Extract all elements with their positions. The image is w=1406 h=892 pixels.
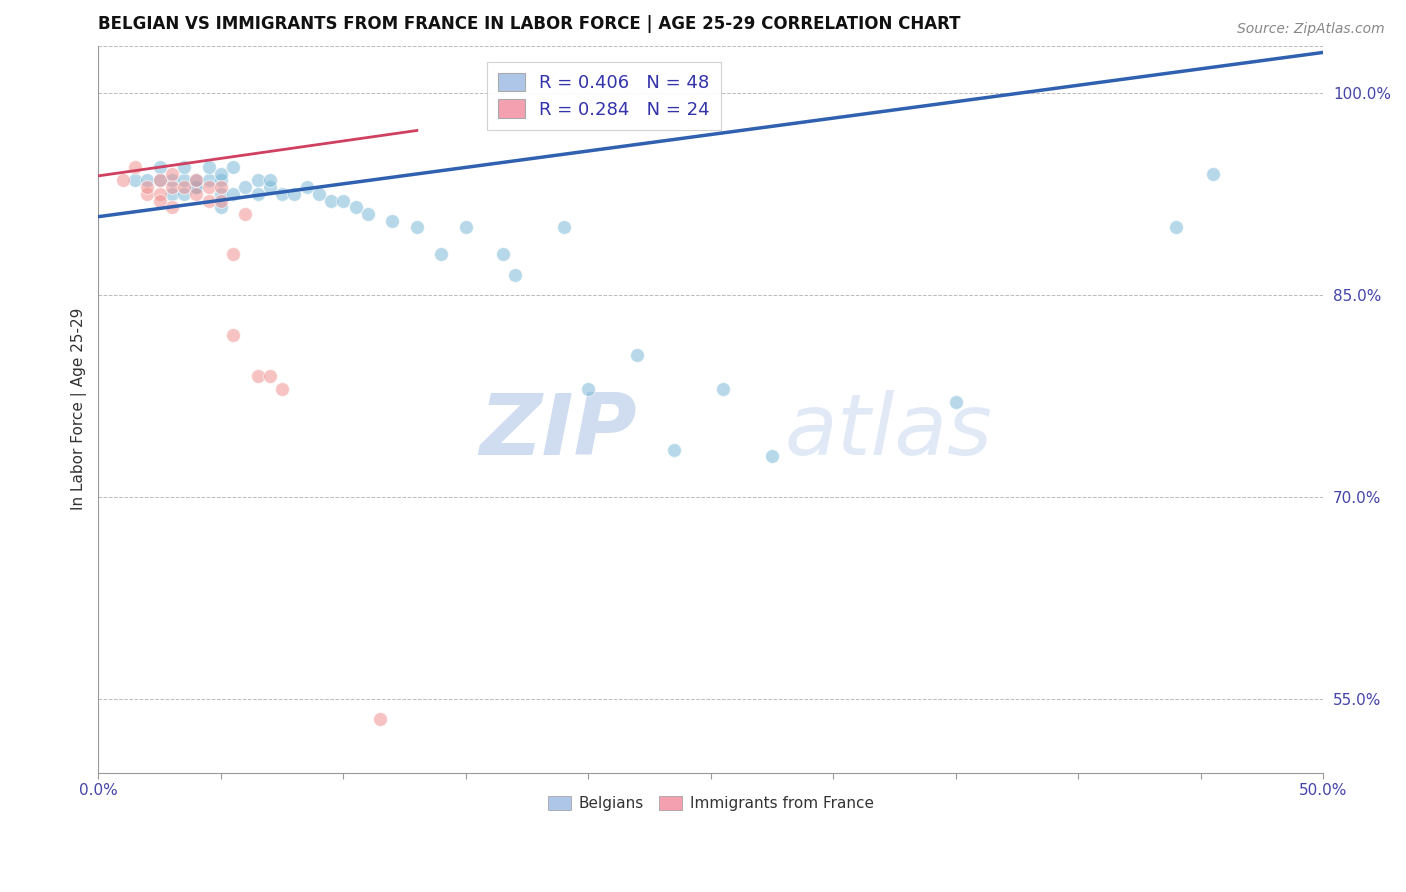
Point xyxy=(1166,220,1188,235)
Point xyxy=(149,160,172,174)
Point xyxy=(197,180,219,194)
Point xyxy=(761,450,783,464)
Point xyxy=(160,173,183,187)
Point xyxy=(160,167,183,181)
Point xyxy=(344,200,367,214)
Point xyxy=(491,247,513,261)
Point xyxy=(209,186,232,201)
Point xyxy=(173,160,195,174)
Point xyxy=(186,173,208,187)
Point xyxy=(368,712,391,726)
Legend: Belgians, Immigrants from France: Belgians, Immigrants from France xyxy=(541,790,880,817)
Point xyxy=(136,186,159,201)
Point xyxy=(222,247,245,261)
Point xyxy=(381,213,404,227)
Text: Source: ZipAtlas.com: Source: ZipAtlas.com xyxy=(1237,22,1385,37)
Point xyxy=(160,180,183,194)
Point xyxy=(430,247,453,261)
Point xyxy=(197,173,219,187)
Point xyxy=(246,368,269,383)
Point xyxy=(149,173,172,187)
Point xyxy=(405,220,427,235)
Point xyxy=(332,194,354,208)
Point xyxy=(186,180,208,194)
Point xyxy=(222,160,245,174)
Point xyxy=(233,180,256,194)
Point xyxy=(246,186,269,201)
Point xyxy=(209,200,232,214)
Point xyxy=(271,382,294,396)
Point xyxy=(259,368,281,383)
Point xyxy=(124,173,146,187)
Point xyxy=(186,173,208,187)
Point xyxy=(259,180,281,194)
Point xyxy=(454,220,477,235)
Point xyxy=(149,194,172,208)
Point xyxy=(209,167,232,181)
Point xyxy=(209,173,232,187)
Point xyxy=(357,207,380,221)
Point xyxy=(945,395,967,409)
Text: ZIP: ZIP xyxy=(479,390,637,473)
Point xyxy=(308,186,330,201)
Point xyxy=(160,200,183,214)
Point xyxy=(662,442,685,457)
Point xyxy=(1202,167,1225,181)
Point xyxy=(259,173,281,187)
Point xyxy=(209,180,232,194)
Point xyxy=(233,207,256,221)
Point xyxy=(149,173,172,187)
Point xyxy=(197,194,219,208)
Point xyxy=(149,186,172,201)
Point xyxy=(124,160,146,174)
Text: atlas: atlas xyxy=(785,390,993,473)
Point xyxy=(319,194,342,208)
Point xyxy=(295,180,318,194)
Y-axis label: In Labor Force | Age 25-29: In Labor Force | Age 25-29 xyxy=(72,308,87,510)
Point xyxy=(271,186,294,201)
Point xyxy=(626,348,648,362)
Point xyxy=(186,180,208,194)
Point xyxy=(222,186,245,201)
Point xyxy=(136,173,159,187)
Point xyxy=(186,186,208,201)
Text: BELGIAN VS IMMIGRANTS FROM FRANCE IN LABOR FORCE | AGE 25-29 CORRELATION CHART: BELGIAN VS IMMIGRANTS FROM FRANCE IN LAB… xyxy=(98,15,960,33)
Point xyxy=(246,173,269,187)
Point xyxy=(173,173,195,187)
Point xyxy=(197,160,219,174)
Point xyxy=(576,382,599,396)
Point xyxy=(711,382,734,396)
Point xyxy=(503,268,526,282)
Point xyxy=(209,194,232,208)
Point xyxy=(222,328,245,343)
Point xyxy=(136,180,159,194)
Point xyxy=(160,186,183,201)
Point xyxy=(283,186,305,201)
Point xyxy=(173,186,195,201)
Point xyxy=(173,180,195,194)
Point xyxy=(553,220,575,235)
Point xyxy=(111,173,134,187)
